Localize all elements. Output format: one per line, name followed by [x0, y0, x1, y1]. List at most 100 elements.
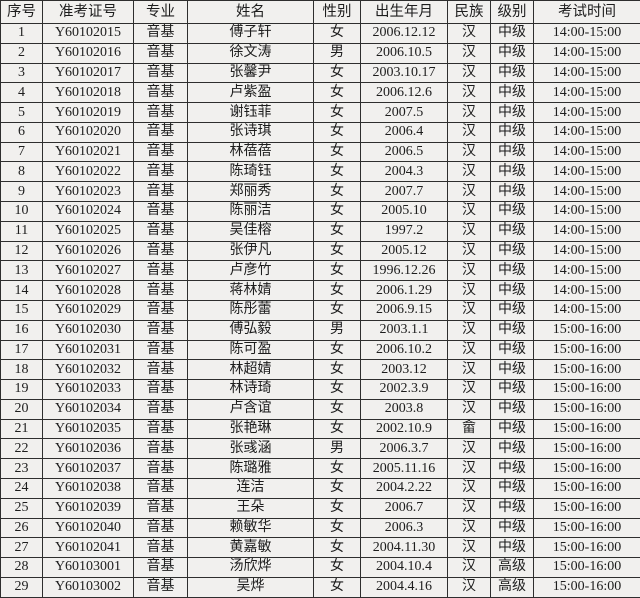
- table-cell: 15:00-16:00: [533, 477, 640, 499]
- table-cell: 音基: [133, 82, 188, 104]
- table-cell: Y60102040: [42, 517, 134, 539]
- table-row: 26 Y60102040 音基 赖敏华女 2006.3 汉中级 15:00-16:00: [0, 517, 640, 539]
- table-cell: Y60102026: [42, 240, 134, 262]
- table-cell: 14:00-15:00: [533, 102, 640, 123]
- table-cell: 女: [313, 477, 361, 499]
- header-row: 序号 准考证号 专业 姓名 性别 出生年月 民族 级别 考试时间: [0, 0, 640, 24]
- table-cell: 14:00-15:00: [533, 260, 640, 282]
- table-cell: 8: [0, 161, 43, 183]
- table-cell: 10: [0, 201, 43, 222]
- table-cell: 谢钰菲: [187, 102, 314, 123]
- table-cell: 2002.3.9: [360, 379, 448, 400]
- table-cell: 女: [313, 359, 361, 381]
- table-cell: 2004.10.4: [360, 557, 448, 578]
- table-cell: 2007.5: [360, 102, 448, 123]
- table-cell: 音基: [133, 42, 188, 64]
- table-cell: 张伊凡: [187, 240, 314, 262]
- table-cell: 15:00-16:00: [533, 438, 640, 460]
- table-cell: 7: [0, 141, 43, 163]
- table-row: 12 Y60102026 音基 张伊凡女 2005.12 汉中级 14:00-15:00: [0, 240, 640, 262]
- table-cell: 女: [313, 121, 361, 143]
- table-cell: 音基: [133, 477, 188, 499]
- table-cell: Y60102039: [42, 497, 134, 519]
- table-cell: Y60102028: [42, 280, 134, 301]
- table-cell: 王朵: [187, 497, 314, 519]
- table-cell: 音基: [133, 379, 188, 400]
- table-cell: 汉: [447, 398, 491, 420]
- table-cell: 汉: [447, 201, 491, 222]
- table-cell: 女: [313, 418, 361, 440]
- table-cell: 2006.1.29: [360, 280, 448, 301]
- table-row: 23 Y60102037 音基 陈璐雅女 2005.11.16 汉中级 15:00-16:0…: [0, 458, 640, 479]
- table-cell: 汉: [447, 121, 491, 143]
- table-cell: 女: [313, 537, 361, 559]
- table-row: 18 Y60102032 音基 林超婧女 2003.12 汉中级 15:00-16:00: [0, 359, 640, 381]
- table-cell: 汉: [447, 141, 491, 163]
- table-cell: 中级: [490, 181, 534, 203]
- table-cell: 14:00-15:00: [533, 161, 640, 183]
- table-cell: 女: [313, 339, 361, 361]
- table-cell: Y60102041: [42, 537, 134, 559]
- table-cell: 15:00-16:00: [533, 458, 640, 479]
- header-ethnicity: 民族: [447, 0, 491, 24]
- table-cell: 男: [313, 42, 361, 64]
- table-cell: 音基: [133, 319, 188, 341]
- table-cell: 23: [0, 458, 43, 479]
- table-cell: 14:00-15:00: [533, 23, 640, 44]
- table-cell: 中级: [490, 458, 534, 479]
- table-cell: 2006.9.15: [360, 299, 448, 321]
- table-cell: 中级: [490, 23, 534, 44]
- table-row: 6 Y60102020 音基 张诗琪女 2006.4 汉中级 14:00-15:00: [0, 121, 640, 143]
- table-cell: 中级: [490, 497, 534, 519]
- table-cell: 1: [0, 23, 43, 44]
- table-cell: 13: [0, 260, 43, 282]
- table-cell: 中级: [490, 477, 534, 499]
- table-cell: 26: [0, 517, 43, 539]
- table-row: 11 Y60102025 音基 吴佳榕女 1997.2 汉中级 14:00-15:00: [0, 220, 640, 242]
- table-cell: Y60103002: [42, 576, 134, 598]
- table-cell: 汤欣烨: [187, 557, 314, 578]
- table-row: 4 Y60102018 音基 卢紫盈女 2006.12.6 汉中级 14:00-15:00: [0, 82, 640, 104]
- table-cell: 2002.10.9: [360, 418, 448, 440]
- header-level: 级别: [490, 0, 534, 24]
- table-cell: 15:00-16:00: [533, 398, 640, 420]
- table-cell: 中级: [490, 299, 534, 321]
- table-cell: 15:00-16:00: [533, 497, 640, 519]
- table-cell: Y60102019: [42, 102, 134, 123]
- table-cell: Y60102030: [42, 319, 134, 341]
- table-cell: 女: [313, 102, 361, 123]
- table-cell: 张艳琳: [187, 418, 314, 440]
- table-row: 15 Y60102029 音基 陈彤蕾女 2006.9.15 汉中级 14:00-15:00: [0, 299, 640, 321]
- table-cell: 14:00-15:00: [533, 201, 640, 222]
- table-cell: 高级: [490, 557, 534, 578]
- table-cell: 6: [0, 121, 43, 143]
- table-cell: 音基: [133, 299, 188, 321]
- table-cell: 中级: [490, 339, 534, 361]
- table-cell: 15: [0, 299, 43, 321]
- table-cell: 女: [313, 299, 361, 321]
- table-cell: 中级: [490, 379, 534, 400]
- table-cell: 傅子轩: [187, 23, 314, 44]
- table-cell: 音基: [133, 339, 188, 361]
- table-cell: 音基: [133, 260, 188, 282]
- table-cell: 汉: [447, 359, 491, 381]
- table-cell: Y60102033: [42, 379, 134, 400]
- header-birth-date: 出生年月: [360, 0, 448, 24]
- table-cell: Y60102029: [42, 299, 134, 321]
- table-cell: 中级: [490, 438, 534, 460]
- table-cell: 汉: [447, 161, 491, 183]
- table-cell: 2006.10.5: [360, 42, 448, 64]
- table-cell: 音基: [133, 161, 188, 183]
- table-cell: 2007.7: [360, 181, 448, 203]
- table-cell: 2006.3: [360, 517, 448, 539]
- table-cell: 20: [0, 398, 43, 420]
- table-row: 28 Y60103001 音基 汤欣烨女 2004.10.4 汉高级 15:00-16:00: [0, 557, 640, 578]
- table-row: 5 Y60102019 音基 谢钰菲女 2007.5 汉中级 14:00-15:00: [0, 102, 640, 123]
- table-cell: 中级: [490, 201, 534, 222]
- table-cell: 女: [313, 240, 361, 262]
- table-cell: 中级: [490, 121, 534, 143]
- table-cell: 2005.12: [360, 240, 448, 262]
- table-cell: 音基: [133, 359, 188, 381]
- table-cell: 2006.4: [360, 121, 448, 143]
